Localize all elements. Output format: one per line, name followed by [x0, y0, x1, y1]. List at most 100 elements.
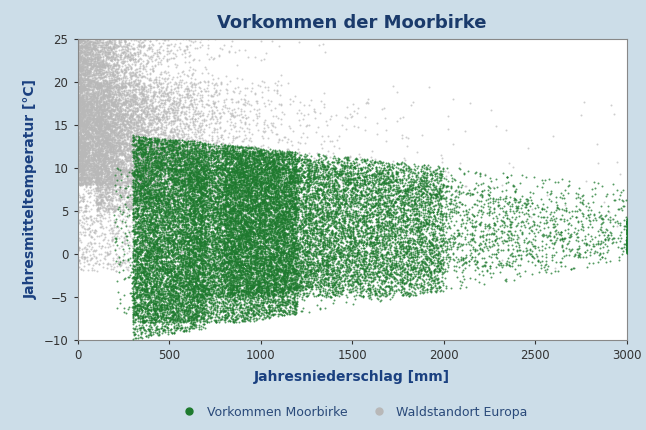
Point — [434, 267, 444, 274]
Point — [172, 158, 182, 165]
Point — [160, 243, 170, 250]
Point — [433, 244, 443, 251]
Point — [129, 118, 139, 125]
Point — [270, 279, 280, 286]
Point — [527, 228, 537, 235]
Point — [177, 170, 187, 177]
Point — [217, 45, 227, 52]
Point — [80, 59, 90, 66]
Point — [352, 191, 362, 198]
Point — [110, 127, 120, 134]
Point — [359, 252, 370, 258]
Point — [179, 209, 189, 216]
Point — [351, 218, 362, 224]
Point — [219, 204, 229, 211]
Point — [163, 144, 173, 151]
Point — [155, 216, 165, 223]
Point — [233, 194, 243, 201]
Point — [408, 175, 418, 182]
Point — [142, 166, 152, 173]
Point — [79, 254, 89, 261]
Point — [283, 221, 293, 227]
Point — [279, 279, 289, 286]
Point — [163, 169, 174, 175]
Point — [312, 187, 322, 194]
Point — [80, 98, 90, 105]
Point — [171, 280, 182, 287]
Point — [224, 269, 234, 276]
Point — [413, 225, 423, 232]
Point — [268, 205, 278, 212]
Point — [183, 138, 193, 145]
Point — [133, 97, 143, 104]
Point — [264, 283, 274, 290]
Point — [194, 154, 204, 161]
Point — [207, 147, 218, 154]
Point — [95, 61, 105, 68]
Point — [295, 238, 305, 245]
Point — [300, 282, 310, 289]
Point — [242, 279, 252, 286]
Point — [74, 111, 84, 118]
Point — [272, 150, 282, 157]
Point — [87, 180, 98, 187]
Point — [131, 141, 141, 148]
Point — [225, 182, 236, 189]
Point — [317, 190, 327, 197]
Point — [217, 231, 227, 238]
Point — [132, 235, 142, 242]
Point — [202, 235, 213, 242]
Point — [161, 249, 171, 255]
Point — [85, 131, 95, 138]
Point — [261, 198, 271, 205]
Point — [176, 294, 186, 301]
Point — [92, 97, 103, 104]
Point — [195, 202, 205, 209]
Point — [195, 259, 205, 266]
Point — [275, 234, 286, 241]
Point — [233, 288, 243, 295]
Point — [158, 314, 169, 321]
Point — [121, 143, 132, 150]
Point — [97, 168, 107, 175]
Point — [247, 242, 258, 249]
Point — [244, 181, 254, 188]
Point — [178, 282, 189, 289]
Point — [140, 104, 151, 111]
Point — [224, 209, 234, 216]
Point — [170, 168, 180, 175]
Point — [101, 172, 112, 179]
Point — [424, 255, 435, 262]
Point — [154, 233, 165, 240]
Point — [125, 137, 135, 144]
Point — [279, 172, 289, 179]
Point — [221, 160, 231, 167]
Point — [141, 148, 152, 155]
Point — [229, 154, 240, 161]
Point — [313, 190, 324, 197]
Point — [380, 222, 391, 229]
Point — [92, 167, 102, 174]
Point — [278, 182, 289, 189]
Point — [259, 258, 269, 265]
Point — [82, 174, 92, 181]
Point — [244, 159, 255, 166]
Point — [373, 185, 384, 192]
Point — [133, 181, 143, 188]
Point — [88, 118, 98, 125]
Point — [143, 306, 154, 313]
Point — [128, 106, 138, 113]
Point — [258, 300, 268, 307]
Point — [342, 160, 353, 167]
Point — [95, 194, 105, 201]
Point — [550, 179, 561, 186]
Point — [232, 207, 242, 214]
Point — [156, 200, 167, 207]
Point — [99, 64, 110, 71]
Point — [123, 191, 133, 198]
Point — [269, 239, 279, 246]
Point — [225, 271, 236, 278]
Point — [306, 162, 317, 169]
Point — [276, 154, 287, 161]
Point — [88, 180, 98, 187]
